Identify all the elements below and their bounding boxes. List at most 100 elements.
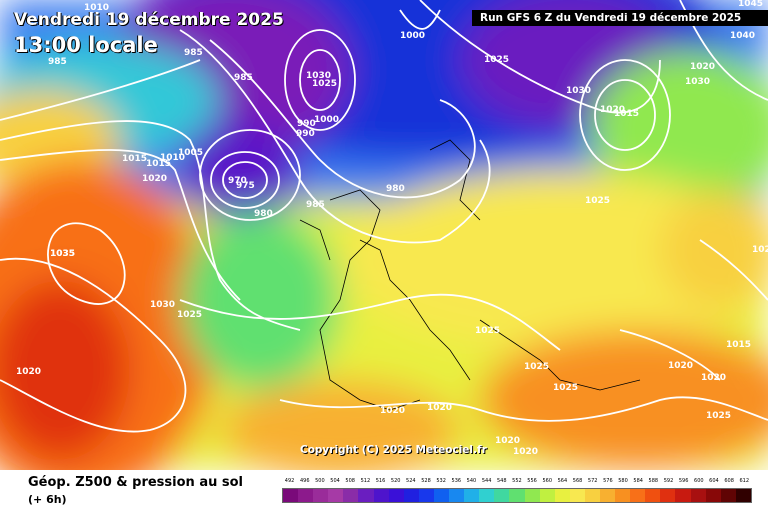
geopotential-color-field [0,0,768,470]
isobar-lines [0,0,768,432]
scale-swatch-540 [464,489,480,502]
scale-label-576: 576 [603,478,613,484]
isobar-label: 1025 [706,411,731,421]
isobar-label: 1020 [600,105,625,115]
scale-label-568: 568 [572,478,583,484]
isobar-label: 1020 [142,174,167,184]
scale-label-492: 492 [284,478,295,484]
scale-label-588: 588 [648,478,659,484]
scale-label-528: 528 [421,478,431,484]
scale-label-564: 564 [557,478,568,484]
isobar-label: 985 [48,57,67,67]
isobar-label: 1030 [150,300,175,310]
isobar-label: 1025 [585,196,610,206]
isobar-label: 1030 [566,86,591,96]
isobar-label: 1035 [50,249,75,259]
scale-swatch-596 [675,489,691,502]
isobar-label: 1045 [738,0,763,9]
scale-swatch-592 [660,489,676,502]
scale-swatch-584 [630,489,646,502]
scale-label-516: 516 [375,478,386,484]
scale-label-496: 496 [299,478,310,484]
isobar-label: 970 [228,176,247,186]
scale-label-584: 584 [633,478,643,484]
color-scale-labels: 492 496 500 504 508 512 516 520 524 528 532 536 540 5… [282,478,752,488]
isobar-label: 1020 [752,245,768,255]
scale-label-592: 592 [663,478,674,484]
scale-label-612: 612 [739,478,750,484]
isobar-label: 1005 [178,148,203,158]
isobar-label: 1025 [484,55,509,65]
scale-label-524: 524 [406,478,416,484]
isobar-label: 1010 [160,153,185,163]
scale-label-552: 552 [512,478,522,484]
isobar-label: 985 [234,73,253,83]
scale-swatch-588 [645,489,661,502]
isobar-label: 1020 [701,373,726,383]
scale-swatch-580 [615,489,631,502]
scale-swatch-528 [418,489,434,502]
copyright-notice: Copyright (C) 2025 Meteociel.fr [300,444,487,456]
scale-swatch-568 [569,489,585,502]
isobar-label: 1040 [730,31,755,41]
scale-label-608: 608 [724,478,734,484]
isobar-label: 985 [184,48,203,58]
scale-label-556: 556 [527,478,537,484]
isobar-label: 1020 [16,367,41,377]
scale-swatch-560 [539,489,555,502]
isobar-label: 985 [306,200,325,210]
color-scale-bar [282,488,752,503]
color-scale: 492 496 500 504 508 512 516 520 524 528 532 536 540 5… [282,478,752,503]
isobar-label: 1030 [685,77,710,87]
scale-swatch-492 [283,489,299,502]
scale-swatch-556 [524,489,540,502]
scale-swatch-552 [509,489,525,502]
isobar-label: 1020 [495,436,520,446]
scale-swatch-504 [328,489,344,502]
isobar-label: 1015 [122,154,147,164]
isobar-label: 1020 [668,361,693,371]
legend-panel: Géop. Z500 & pression au sol (+ 6h) 492 4… [0,470,768,512]
isobar-label: 1035 [50,249,75,259]
isobar-label: 1025 [312,79,337,89]
scale-swatch-512 [358,489,374,502]
scale-label-572: 572 [587,478,598,484]
valid-date: Vendredi 19 décembre 2025 [14,10,284,30]
scale-label-504: 504 [330,478,340,484]
scale-label-540: 540 [466,478,477,484]
scale-swatch-536 [449,489,465,502]
isobar-label: 980 [254,209,273,219]
isobar-label: 1025 [475,326,500,336]
legend-subtitle: (+ 6h) [28,493,67,506]
isobar-label: 1015 [614,109,639,119]
run-info-banner: Run GFS 6 Z du Vendredi 19 décembre 2025 [472,10,768,26]
legend-title: Géop. Z500 & pression au sol [28,475,243,490]
scale-label-520: 520 [390,478,401,484]
isobar-label: 1020 [513,447,538,457]
scale-swatch-524 [403,489,419,502]
scale-swatch-600 [690,489,706,502]
scale-swatch-564 [554,489,570,502]
isobar-label: 1025 [177,310,202,320]
scale-swatch-576 [599,489,616,502]
isobar-label: 1015 [726,340,751,350]
isobar-label: 1025 [524,362,549,372]
scale-label-500: 500 [315,478,325,484]
scale-swatch-508 [343,489,359,502]
local-time: 13:00 locale [14,33,158,57]
isobar-label: 975 [236,181,255,191]
scale-swatch-572 [584,489,600,502]
geopotential-map-canvas: 1010985985985100010301025100099099010251… [0,0,768,470]
isobar-label: 1000 [400,31,425,41]
scale-swatch-496 [298,489,314,502]
isobar-label: 980 [386,184,405,194]
scale-label-596: 596 [678,478,689,484]
scale-swatch-544 [479,489,495,502]
scale-swatch-612 [735,489,751,502]
scale-swatch-532 [433,489,450,502]
scale-swatch-516 [373,489,389,502]
scale-label-600: 600 [694,478,704,484]
coastlines [299,139,641,411]
scale-label-548: 548 [496,478,507,484]
isobar-label: 990 [297,119,316,129]
